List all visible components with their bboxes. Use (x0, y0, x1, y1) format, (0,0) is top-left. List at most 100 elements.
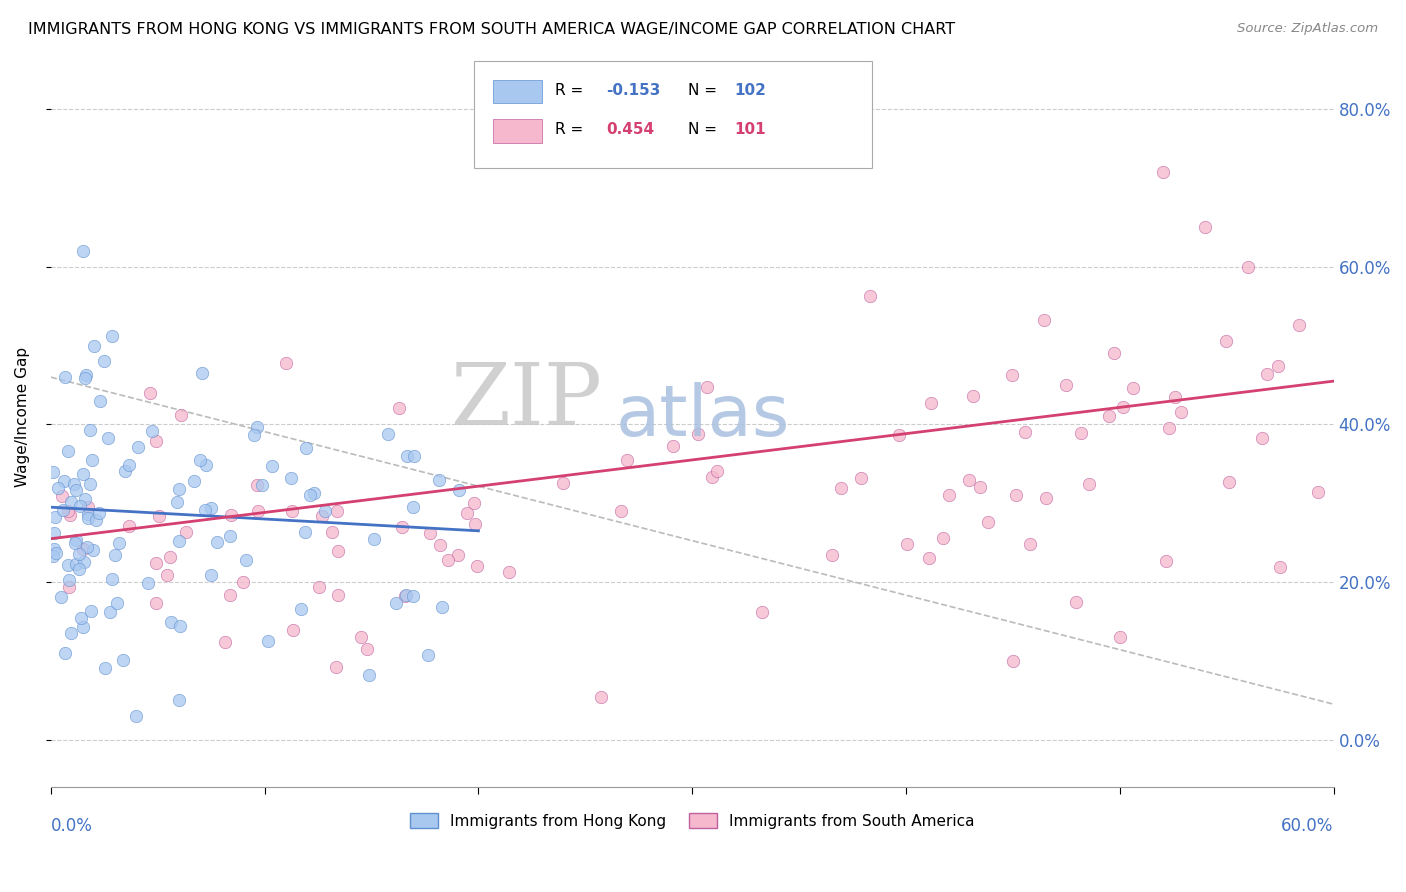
Point (311, 508, 333, 523)
Point (396, 449, 419, 463)
Text: 0.454: 0.454 (606, 122, 654, 137)
Point (377, 426, 399, 441)
Point (76, 510, 98, 524)
Point (467, 559, 489, 574)
Point (686, 427, 709, 442)
Point (42, 465, 65, 479)
FancyBboxPatch shape (474, 61, 872, 169)
Point (246, 478, 269, 492)
Point (69, 562, 91, 576)
Text: N =: N = (689, 83, 723, 98)
Point (200, 567, 222, 582)
Point (219, 529, 242, 543)
Point (45, 546, 67, 560)
Point (63, 476, 86, 491)
Point (51, 590, 73, 604)
Point (821, 548, 844, 562)
Point (82, 542, 104, 557)
Point (73, 371, 96, 385)
Point (849, 471, 872, 485)
Point (125, 709, 148, 723)
Point (188, 452, 211, 467)
Point (67, 547, 90, 561)
Point (938, 488, 960, 502)
Point (72, 619, 94, 633)
Point (65, 533, 87, 547)
Point (52, 474, 75, 488)
Point (79, 604, 101, 618)
Point (257, 634, 280, 648)
Bar (494, 79, 543, 103)
Point (77, 507, 100, 521)
Point (136, 576, 159, 591)
Point (72, 244, 94, 258)
Point (706, 464, 728, 478)
Point (127, 441, 149, 455)
Point (1237, 260, 1260, 274)
Point (962, 389, 984, 403)
Point (63, 536, 86, 550)
Point (42, 526, 65, 541)
Point (145, 596, 167, 610)
Point (174, 525, 197, 540)
Point (274, 355, 297, 369)
Point (246, 420, 269, 434)
Point (1152, 165, 1174, 179)
Point (44, 510, 66, 524)
Point (281, 504, 304, 518)
Point (436, 552, 458, 566)
Point (1001, 368, 1024, 383)
Point (321, 525, 343, 540)
Point (1164, 390, 1187, 404)
Point (696, 380, 718, 394)
Point (167, 533, 190, 548)
Point (662, 439, 685, 453)
Legend: Immigrants from Hong Kong, Immigrants from South America: Immigrants from Hong Kong, Immigrants fr… (404, 806, 980, 835)
Point (1267, 359, 1289, 373)
Point (859, 289, 882, 303)
Point (77, 500, 100, 514)
Point (167, 693, 190, 707)
Point (388, 401, 411, 415)
Text: IMMIGRANTS FROM HONG KONG VS IMMIGRANTS FROM SOUTH AMERICA WAGE/INCOME GAP CORRE: IMMIGRANTS FROM HONG KONG VS IMMIGRANTS … (28, 22, 955, 37)
Point (44, 541, 66, 556)
Point (148, 509, 170, 524)
Point (205, 534, 228, 549)
Point (53, 646, 76, 660)
Text: 60.0%: 60.0% (1281, 816, 1334, 835)
Point (363, 533, 385, 547)
Point (89, 394, 111, 409)
Point (395, 588, 418, 602)
Point (166, 494, 188, 508)
Point (1154, 554, 1177, 568)
Point (56, 558, 79, 573)
Text: N =: N = (689, 122, 723, 137)
Point (139, 386, 162, 401)
Point (920, 396, 942, 410)
Point (250, 478, 273, 492)
Point (1170, 405, 1192, 419)
Point (591, 690, 613, 704)
Point (1157, 421, 1180, 435)
Point (498, 565, 520, 579)
Point (247, 504, 270, 518)
Point (1268, 559, 1291, 574)
Point (232, 574, 254, 589)
Point (65, 557, 87, 571)
Point (932, 531, 955, 545)
Point (112, 652, 135, 666)
Point (464, 516, 486, 531)
Point (190, 366, 212, 380)
Point (416, 648, 439, 662)
Point (896, 537, 918, 551)
Point (83, 339, 105, 353)
Point (69, 611, 91, 625)
Point (384, 596, 406, 610)
Point (326, 588, 349, 602)
Text: atlas: atlas (616, 382, 790, 451)
Point (294, 525, 316, 540)
Point (79, 476, 101, 491)
Point (463, 496, 485, 510)
Text: Source: ZipAtlas.com: Source: ZipAtlas.com (1237, 22, 1378, 36)
Point (93, 661, 115, 675)
